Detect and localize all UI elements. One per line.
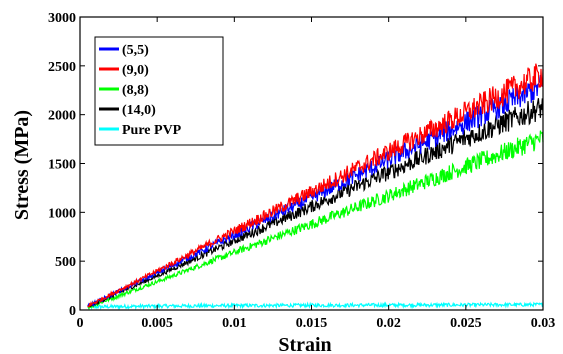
plot-area bbox=[87, 63, 544, 311]
legend-label: (8,8) bbox=[122, 83, 149, 98]
x-tick-label: 0.005 bbox=[141, 316, 173, 331]
series-line-pure-pvp bbox=[87, 301, 544, 311]
x-tick-label: 0.025 bbox=[450, 316, 482, 331]
legend-label: (9,0) bbox=[122, 63, 149, 78]
x-tick-label: 0.02 bbox=[376, 316, 401, 331]
legend: (5,5) (9,0) (8,8) (14,0) Pure PVP bbox=[94, 36, 224, 146]
y-tick-label: 2500 bbox=[48, 60, 76, 75]
series-line-5-5 bbox=[87, 75, 544, 308]
series-line-8-8 bbox=[87, 130, 544, 311]
legend-label: Pure PVP bbox=[122, 123, 182, 138]
axes: 0 0.005 0.01 0.015 0.02 0.025 0.03 0 500 1000 1500… bbox=[48, 11, 555, 331]
legend-label: (5,5) bbox=[122, 43, 149, 58]
legend-box bbox=[94, 36, 224, 146]
x-tick-label: 0.015 bbox=[296, 316, 328, 331]
y-tick-label: 1000 bbox=[48, 206, 76, 221]
legend-label: (14,0) bbox=[122, 103, 156, 118]
y-tick-label: 500 bbox=[55, 255, 76, 270]
x-tick-label: 0 bbox=[77, 316, 84, 331]
y-tick-label: 0 bbox=[69, 304, 76, 319]
y-axis-title: Stress (MPa) bbox=[11, 110, 33, 220]
x-tick-label: 0.03 bbox=[531, 316, 556, 331]
y-tick-label: 2000 bbox=[48, 109, 76, 124]
y-tick-label: 3000 bbox=[48, 11, 76, 26]
y-tick-label: 1500 bbox=[48, 158, 76, 173]
x-axis-title: Strain bbox=[278, 334, 331, 354]
x-tick-label: 0.01 bbox=[222, 316, 247, 331]
series-line-9-0 bbox=[87, 63, 544, 308]
series-line-14-0 bbox=[87, 98, 544, 308]
